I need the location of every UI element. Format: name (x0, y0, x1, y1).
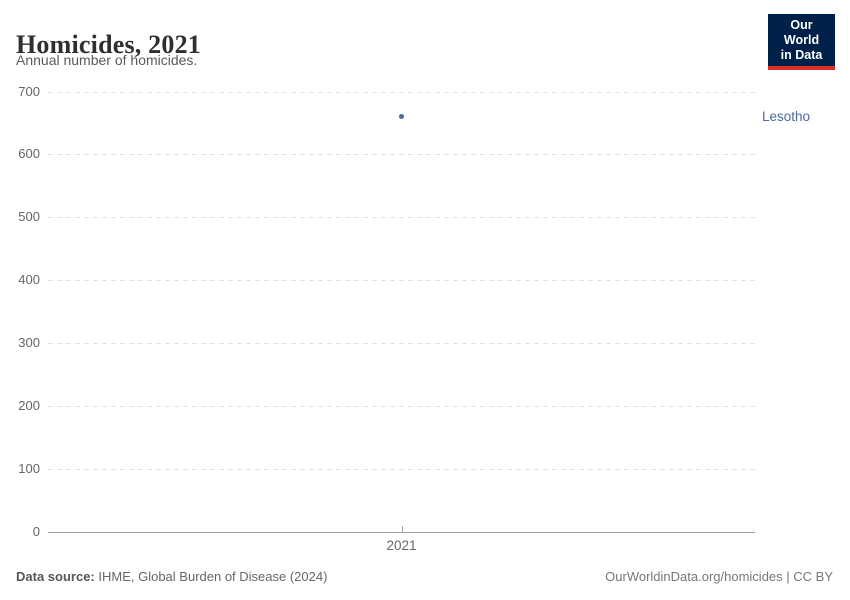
entity-label-lesotho[interactable]: Lesotho (762, 108, 811, 124)
y-gridline (48, 217, 755, 219)
y-tick-label: 500 (18, 209, 40, 225)
owid-logo-line2: in Data (780, 48, 823, 62)
page-title: Homicides, 2021 (16, 30, 201, 60)
y-tick-label: 200 (18, 397, 40, 413)
y-tick-label: 100 (18, 460, 40, 476)
owid-logo[interactable]: Our World in Data (768, 14, 835, 70)
x-axis-line (48, 531, 755, 533)
y-tick-label: 300 (18, 334, 40, 350)
y-tick-label: 600 (18, 146, 40, 162)
chart-subtitle: Annual number of homicides. (16, 52, 198, 68)
y-gridline (48, 468, 755, 470)
y-gridline (48, 405, 755, 407)
y-tick-label: 400 (18, 272, 40, 288)
data-point-lesotho[interactable] (399, 114, 404, 120)
y-gridline (48, 342, 755, 344)
data-source-label: Data source: (16, 569, 95, 584)
y-gridline (48, 91, 755, 93)
owid-logo-line1: Our World (783, 18, 820, 47)
data-source-value: IHME, Global Burden of Disease (2024) (98, 569, 328, 584)
y-tick-label: 700 (18, 83, 40, 99)
chart-footer: Data source: IHME, Global Burden of Dise… (16, 569, 833, 584)
x-tick-mark (401, 525, 403, 532)
y-tick-label: 0 (32, 523, 40, 539)
data-source-note: Data source: IHME, Global Burden of Dise… (16, 569, 327, 584)
y-gridline (48, 280, 755, 282)
x-tick-label: 2021 (386, 537, 417, 553)
license-link[interactable]: OurWorldinData.org/homicides | CC BY (605, 569, 833, 584)
y-gridline (48, 154, 755, 156)
